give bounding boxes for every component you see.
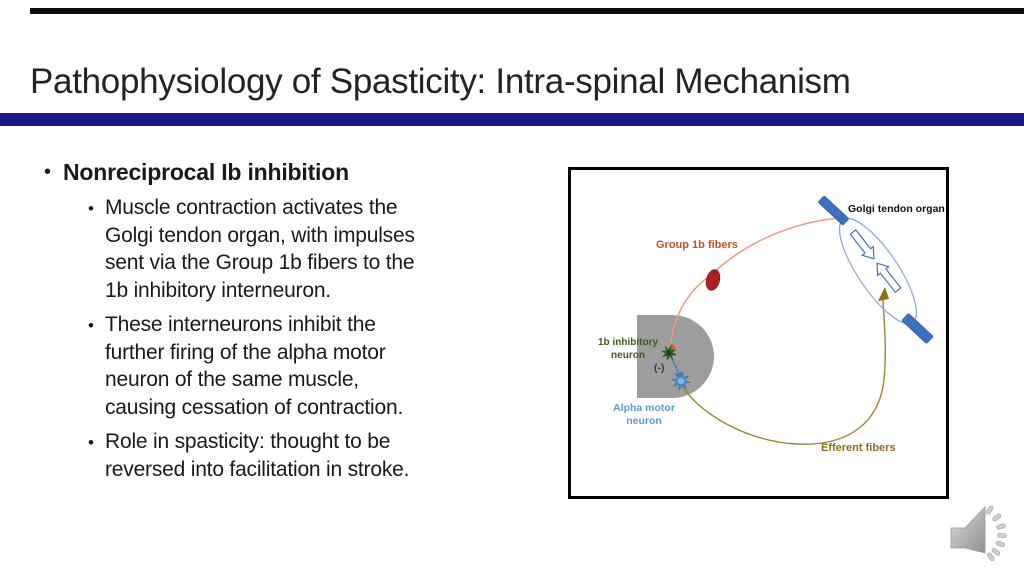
label-inhibition-sign: (-): [654, 362, 665, 374]
bullet-marker: •: [88, 316, 94, 335]
diagram-figure: Golgi tendon organ Group 1b fibers 1b in…: [568, 167, 949, 499]
page-title: Pathophysiology of Spasticity: Intra-spi…: [30, 62, 851, 101]
sub-bullet-list: • Muscle contraction activates the Golgi…: [88, 194, 514, 483]
label-1b-inhibitory-neuron: 1b inhibitory neuron: [598, 337, 658, 361]
speaker-horn: [950, 506, 986, 554]
speaker-icon-svg: [950, 505, 1007, 562]
sub-bullet-3-text: Role in spasticity: thought to be revers…: [105, 430, 410, 481]
efferent-arrowhead-icon: [878, 287, 889, 301]
efferent-fiber-path: [681, 299, 886, 445]
bullet-marker: •: [44, 161, 52, 183]
sound-wave-dashes: [985, 505, 1007, 562]
sub-bullet-3: • Role in spasticity: thought to be reve…: [88, 428, 514, 483]
label-golgi-tendon-organ: Golgi tendon organ: [848, 203, 945, 215]
main-bullet: • Nonreciprocal Ib inhibition: [44, 157, 514, 187]
diagram-border: [568, 167, 949, 499]
sub-bullet-2-text: These interneurons inhibit the further f…: [105, 313, 404, 419]
title-underline-bar: [0, 113, 1024, 126]
tension-arrow-down-icon: [849, 229, 875, 260]
speaker-icon[interactable]: [948, 503, 1014, 565]
inhibitory-neuron-body: [666, 350, 672, 356]
diagram-svg: [637, 195, 934, 445]
sub-bullet-1-text: Muscle contraction activates the Golgi t…: [105, 196, 415, 302]
tendon-rod-bottom: [901, 313, 934, 344]
tendon-rod-top: [818, 195, 849, 226]
label-efferent-fibers: Efferent fibers: [821, 442, 896, 454]
bullet-marker: •: [88, 199, 94, 218]
sub-bullet-2: • These interneurons inhibit the further…: [88, 311, 514, 421]
main-bullet-text: Nonreciprocal Ib inhibition: [63, 159, 349, 185]
bullet-list: • Nonreciprocal Ib inhibition • Muscle c…: [44, 157, 514, 490]
gray-matter-shape: [637, 315, 714, 398]
red-bead: [705, 269, 721, 291]
label-alpha-motor-neuron: Alpha motor neuron: [613, 402, 675, 427]
tension-arrow-up-icon: [876, 262, 902, 293]
alpha-neuron-body: [677, 377, 685, 385]
sub-bullet-1: • Muscle contraction activates the Golgi…: [88, 194, 514, 304]
bullet-marker: •: [88, 433, 94, 452]
label-group-1b-fibers: Group 1b fibers: [656, 239, 738, 251]
top-accent-bar: [30, 8, 1024, 14]
